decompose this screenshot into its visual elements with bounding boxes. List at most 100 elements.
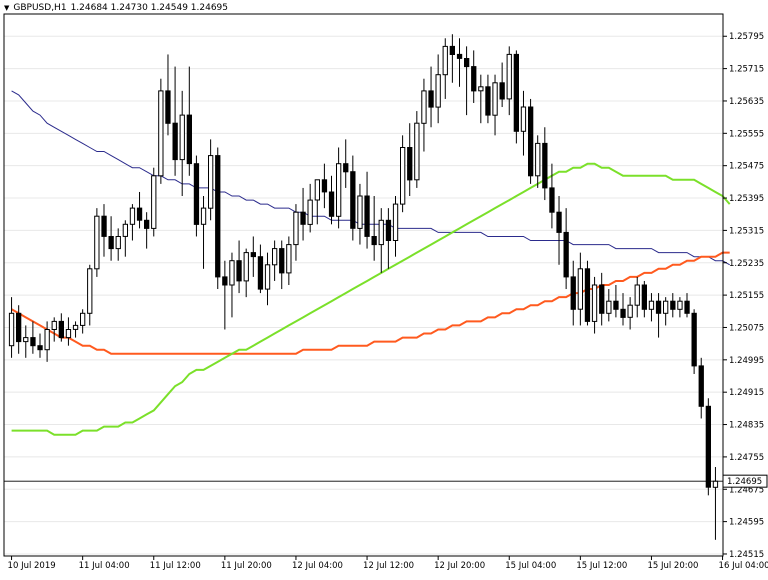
symbol-label: GBPUSD,H1	[13, 3, 67, 13]
candle-body	[698, 365, 704, 407]
dropdown-triangle-icon[interactable]: ▼	[4, 4, 10, 12]
candle-body	[371, 236, 377, 246]
grid	[4, 35, 723, 555]
candle-body	[712, 480, 719, 488]
y-tick-label: 1.25395	[729, 194, 764, 204]
x-tick-label: 11 Jul 12:00	[150, 561, 201, 571]
candle-body	[115, 236, 121, 250]
candle-body	[542, 142, 548, 189]
x-tick-label: 12 Jul 12:00	[363, 561, 414, 571]
candle-body	[122, 223, 128, 237]
candle-body	[528, 106, 534, 177]
candle-body	[620, 308, 626, 318]
y-tick-label: 1.24675	[729, 485, 764, 495]
candle-body	[364, 195, 370, 237]
candle-body	[108, 236, 114, 250]
candle-body	[23, 337, 29, 343]
ma-mid-line	[11, 251, 730, 355]
candle-body	[492, 82, 498, 116]
candle-body	[499, 82, 505, 100]
candle-body	[321, 179, 328, 193]
candle-body	[378, 219, 384, 246]
candle-body	[16, 312, 22, 343]
candle-body	[471, 66, 477, 92]
candle-body	[655, 300, 662, 314]
plot-frame	[3, 13, 724, 557]
candle-body	[193, 163, 200, 225]
candle-body	[250, 252, 256, 258]
candle-body	[58, 320, 65, 339]
candle-body	[591, 284, 598, 322]
candle-body	[72, 324, 79, 330]
y-tick-label: 1.24755	[729, 453, 764, 463]
candle-body	[286, 244, 292, 274]
candle-body	[101, 215, 107, 237]
y-tick-label: 1.24515	[729, 550, 764, 560]
x-tick-label: 10 Jul 2019	[8, 561, 56, 571]
y-tick-label: 1.25635	[729, 97, 764, 107]
candle-body	[37, 345, 43, 351]
moving-averages	[11, 90, 731, 436]
y-tick-label: 1.24915	[729, 388, 764, 398]
candle-body	[478, 86, 484, 92]
chart-header: ▼ GBPUSD,H1 1.24684 1.24730 1.24549 1.24…	[4, 3, 228, 13]
candles	[8, 34, 719, 540]
candle-body	[663, 300, 669, 314]
candle-body	[158, 90, 164, 177]
candle-body	[257, 256, 264, 290]
candle-body	[293, 211, 299, 246]
candle-body	[513, 53, 520, 132]
candle-body	[336, 163, 342, 217]
candle-body	[520, 106, 527, 132]
y-tick-label: 1.25555	[729, 129, 764, 139]
candle-body	[407, 147, 413, 181]
candle-body	[328, 191, 335, 217]
y-tick-label: 1.25715	[729, 65, 764, 75]
candle-body	[229, 260, 235, 286]
candle-body	[44, 329, 50, 351]
candle-body	[215, 155, 221, 278]
candle-body	[392, 203, 399, 242]
candle-body	[421, 90, 427, 124]
candle-body	[151, 175, 157, 229]
candle-body	[400, 147, 406, 205]
candle-body	[613, 300, 619, 310]
candle-body	[136, 207, 143, 221]
candle-body	[705, 405, 712, 488]
candle-body	[343, 163, 349, 173]
candle-body	[456, 53, 463, 59]
candle-body	[577, 268, 584, 310]
candle-body	[357, 195, 363, 229]
y-tick-label: 1.25155	[729, 291, 764, 301]
candle-body	[165, 90, 171, 124]
candle-body	[677, 300, 683, 310]
candle-body	[641, 284, 648, 310]
candle-body	[8, 312, 15, 347]
candle-body	[570, 276, 576, 310]
y-tick-label: 1.24995	[729, 356, 764, 366]
candle-body	[222, 276, 228, 286]
candle-body	[549, 187, 555, 213]
candle-body	[65, 329, 72, 339]
y-tick-label: 1.25795	[729, 32, 764, 42]
current-price-box	[722, 474, 768, 488]
x-tick-label: 12 Jul 04:00	[292, 561, 343, 571]
candle-body	[272, 248, 278, 266]
candle-body	[634, 284, 640, 306]
candle-body	[449, 45, 456, 56]
candle-body	[563, 231, 569, 278]
y-tick-label: 1.25075	[729, 323, 764, 333]
candle-body	[506, 53, 512, 100]
candle-body	[606, 300, 612, 314]
x-tick-label: 11 Jul 20:00	[221, 561, 272, 571]
candle-body	[691, 312, 697, 367]
candle-body	[87, 268, 93, 314]
candle-body	[535, 142, 541, 177]
candle-body	[186, 114, 192, 165]
ma-fast-line	[11, 162, 731, 436]
candle-body	[236, 260, 242, 282]
candle-body	[30, 337, 36, 347]
candle-body	[94, 215, 100, 270]
